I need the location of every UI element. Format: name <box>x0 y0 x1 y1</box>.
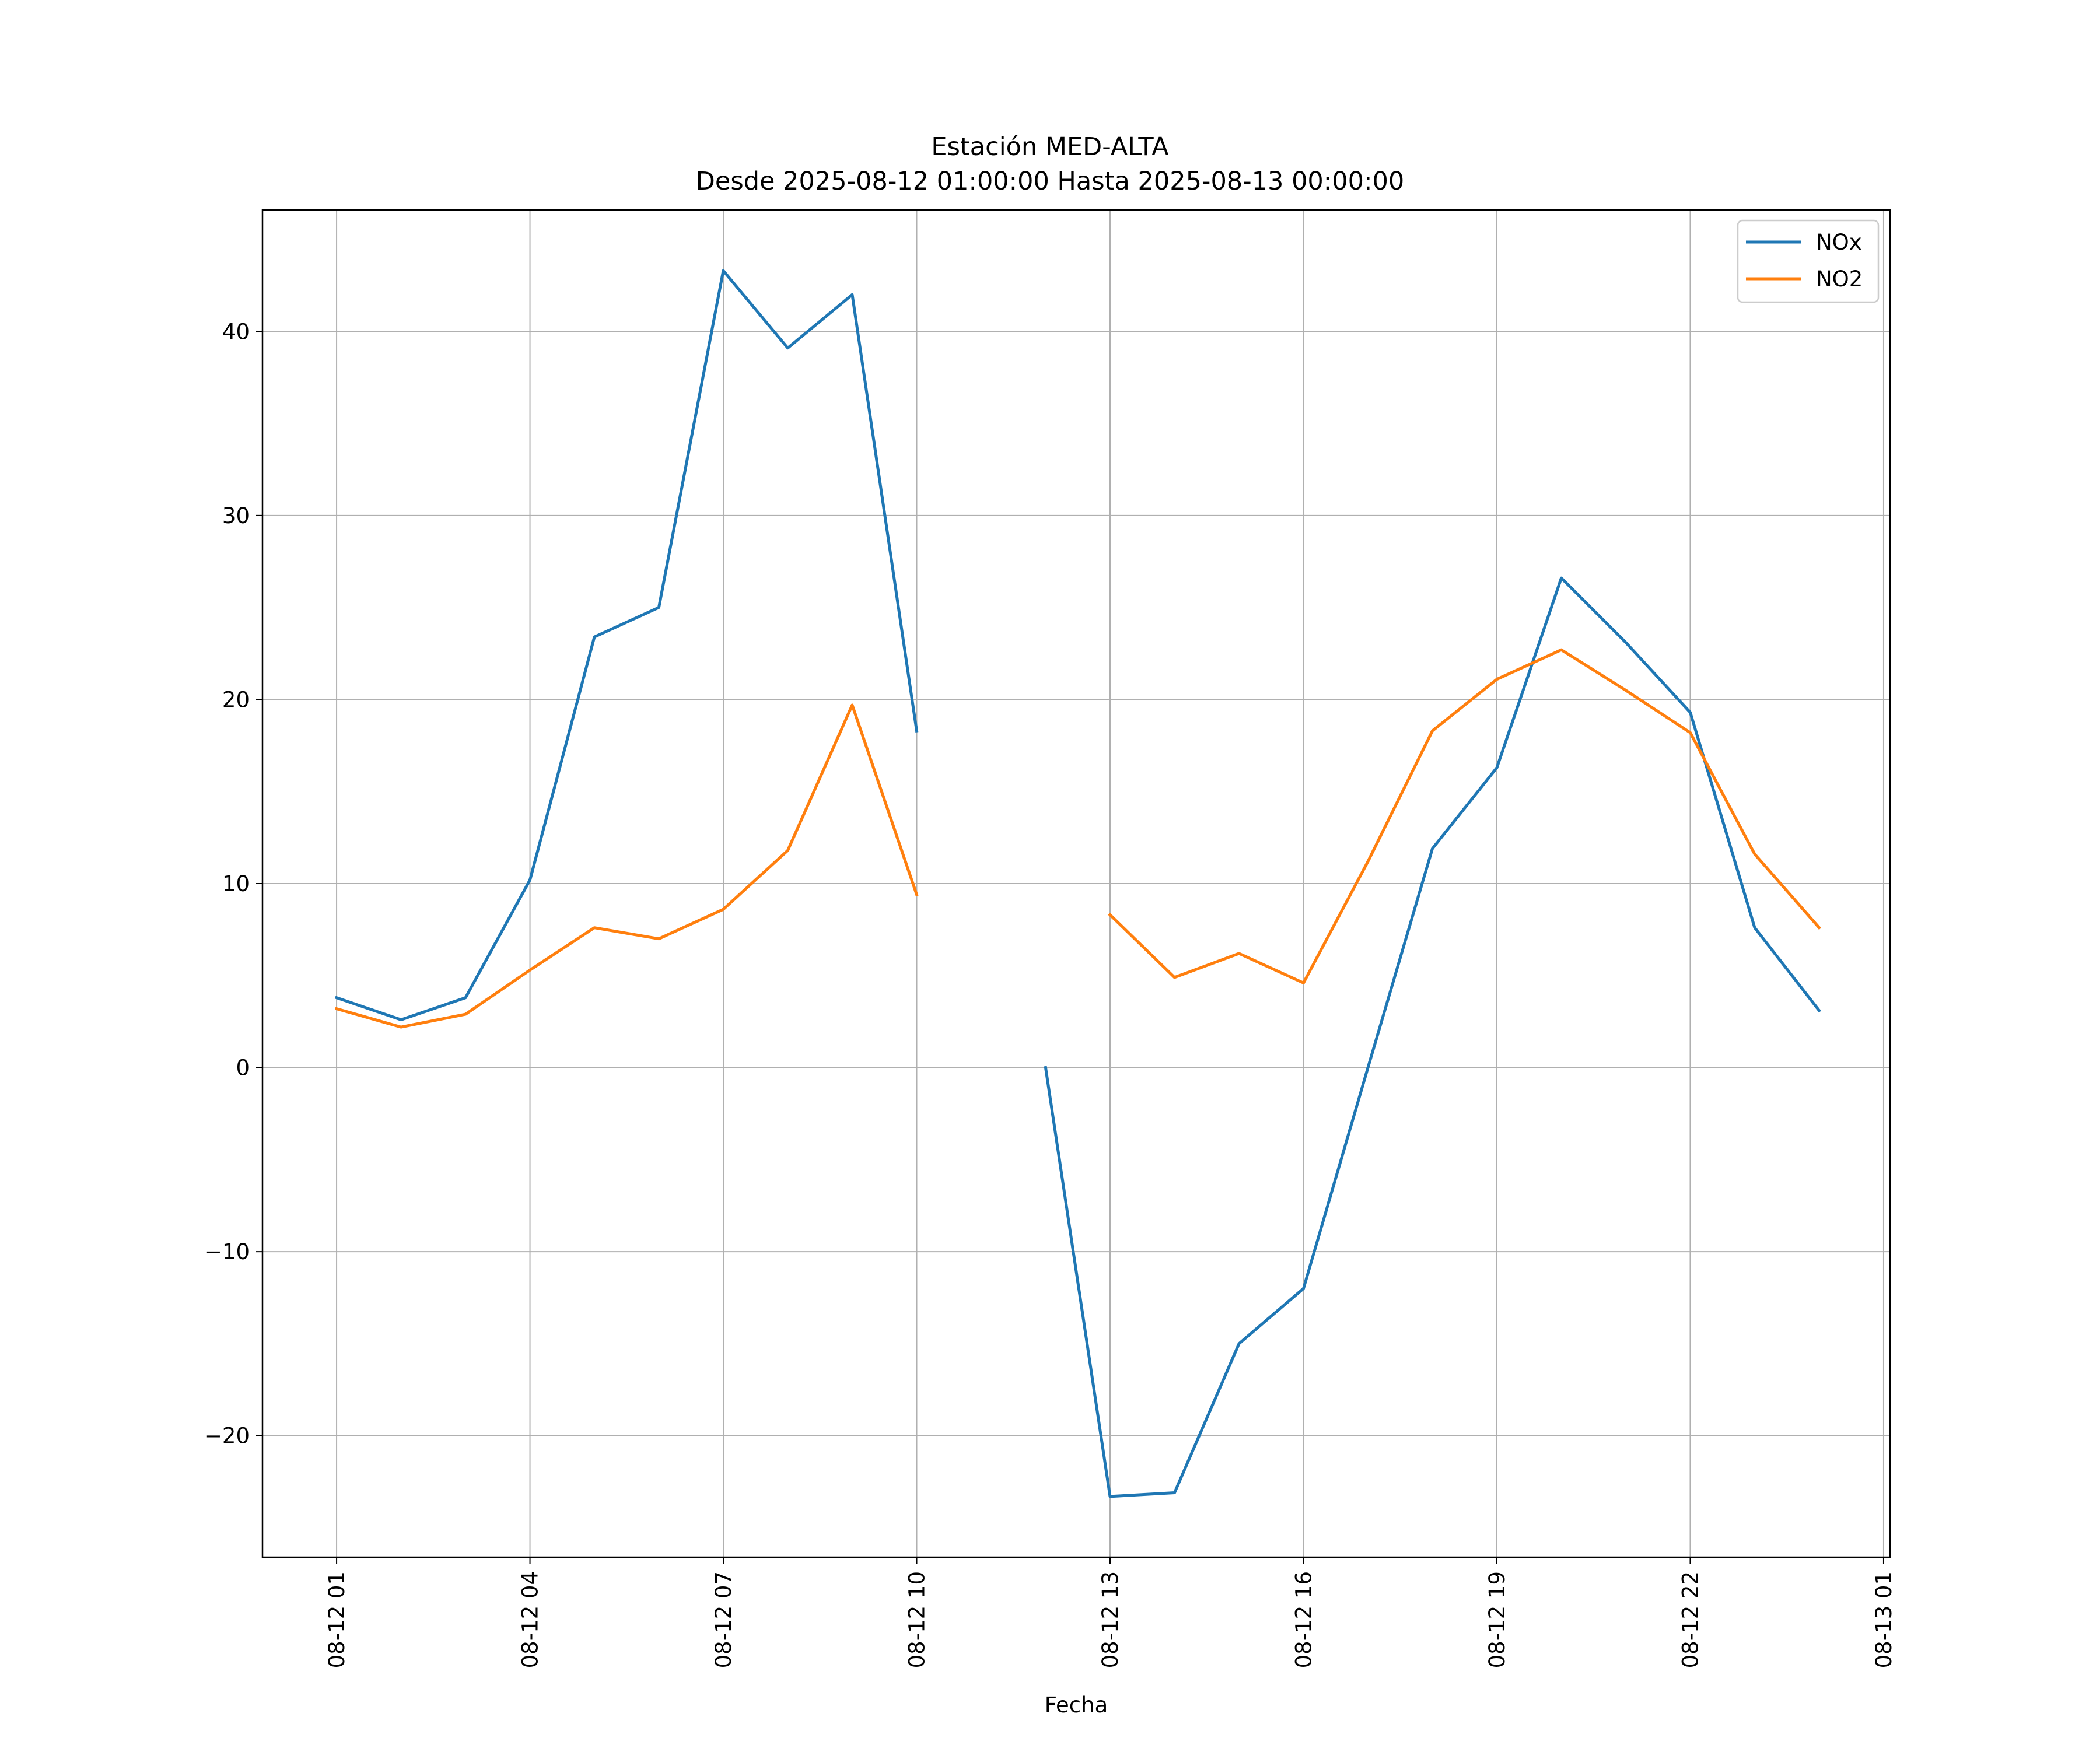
series-lines <box>334 269 1822 1498</box>
y-tick-label: −10 <box>204 1239 250 1264</box>
x-tick-label: 08-12 22 <box>1678 1571 1703 1668</box>
x-tick-label: 08-12 19 <box>1485 1571 1510 1668</box>
x-axis: 08-12 01 08-12 04 08-12 07 08-12 10 08-12 13… <box>324 1557 1896 1668</box>
x-tick-label: 08-12 07 <box>711 1571 736 1668</box>
grid-lines <box>262 210 1890 1557</box>
legend: NOx NO2 <box>1737 219 1880 303</box>
x-tick-label: 08-12 13 <box>1098 1571 1123 1668</box>
x-tick-label: 08-12 10 <box>905 1571 930 1668</box>
x-tick-label: 08-12 16 <box>1291 1571 1316 1668</box>
y-tick-label: 40 <box>222 319 250 344</box>
y-axis: −20 −10 0 10 20 30 40 <box>204 319 262 1449</box>
y-tick-label: 30 <box>222 503 250 528</box>
x-tick-label: 08-12 01 <box>324 1571 349 1668</box>
y-tick-label: 0 <box>236 1056 250 1081</box>
x-axis-label: Fecha <box>1045 1693 1108 1718</box>
legend-label-nox: NOx <box>1816 230 1862 255</box>
x-tick-label: 08-13 01 <box>1871 1571 1896 1668</box>
chart-subtitle: Desde 2025-08-12 01:00:00 Hasta 2025-08-… <box>696 167 1404 196</box>
legend-label-no2: NO2 <box>1816 267 1863 292</box>
x-tick-label: 08-12 04 <box>518 1571 543 1668</box>
y-tick-label: 20 <box>222 687 250 712</box>
chart-title: Estación MED-ALTA <box>931 132 1169 162</box>
y-tick-label: 10 <box>222 871 250 896</box>
y-tick-label: −20 <box>204 1424 250 1449</box>
series-line-no2 <box>335 648 1822 1029</box>
series-line-nox <box>334 269 1822 1498</box>
